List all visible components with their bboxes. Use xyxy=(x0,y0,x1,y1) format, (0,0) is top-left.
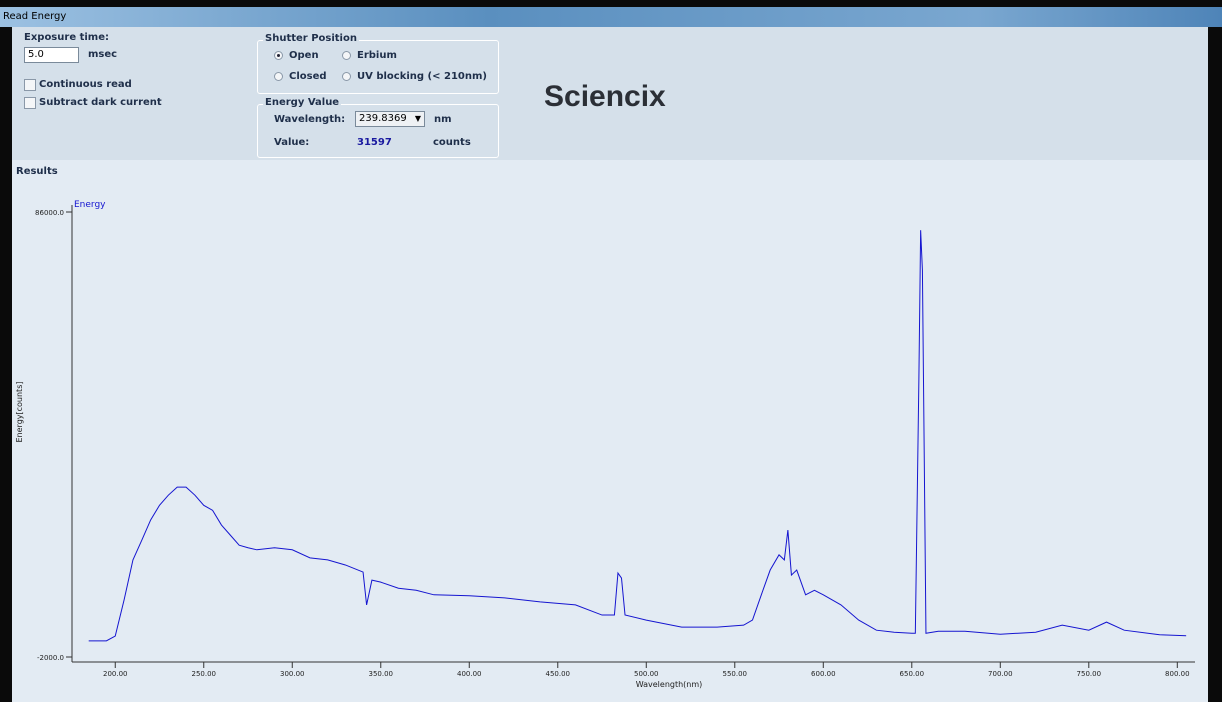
energy-line xyxy=(88,230,1187,642)
results-label: Results xyxy=(16,166,58,177)
radio-label: Closed xyxy=(289,71,327,82)
y-tick-label: -2000.0 xyxy=(37,654,64,662)
settings-panel xyxy=(12,27,1208,160)
exposure-label: Exposure time: xyxy=(24,32,109,43)
radio-label: Erbium xyxy=(357,50,397,61)
value-number: 31597 xyxy=(357,137,392,148)
value-unit: counts xyxy=(433,137,471,148)
radio-button[interactable] xyxy=(274,51,283,60)
radio-button[interactable] xyxy=(342,72,351,81)
checkbox-label: Subtract dark current xyxy=(39,97,162,108)
energy-group xyxy=(257,104,499,158)
dropdown-arrow: ▼ xyxy=(414,114,421,123)
x-axis-label: Wavelength(nm) xyxy=(636,680,703,689)
window-title: Read Energy xyxy=(0,7,1222,27)
x-tick-label: 750.00 xyxy=(1077,670,1102,678)
y-axis-label: Energy[counts] xyxy=(15,382,24,443)
radio-button[interactable] xyxy=(342,51,351,60)
exposure-input[interactable]: 5.0 xyxy=(24,47,79,63)
wavelength-dropdown[interactable]: 239.8369 ▼ xyxy=(355,111,425,127)
radio-label: UV blocking (< 210nm) xyxy=(357,71,487,82)
shutter-group xyxy=(257,40,499,94)
y-tick-label: 86000.0 xyxy=(35,209,64,217)
x-tick-label: 350.00 xyxy=(369,670,394,678)
brand: Sciencix xyxy=(544,80,666,113)
radio-button[interactable] xyxy=(274,72,283,81)
x-tick-label: 450.00 xyxy=(546,670,571,678)
x-tick-label: 300.00 xyxy=(280,670,305,678)
checkbox[interactable] xyxy=(24,79,36,91)
exposure-unit: msec xyxy=(88,49,118,60)
wavelength-value: 239.8369 xyxy=(359,113,407,124)
shutter-title: Shutter Position xyxy=(263,33,359,44)
radio-label: Open xyxy=(289,50,319,61)
x-tick-label: 400.00 xyxy=(457,670,482,678)
wavelength-label: Wavelength: xyxy=(274,114,346,125)
x-tick-label: 250.00 xyxy=(192,670,217,678)
value-label: Value: xyxy=(274,137,310,148)
wavelength-unit: nm xyxy=(434,114,452,125)
x-tick-label: 550.00 xyxy=(723,670,748,678)
x-tick-label: 600.00 xyxy=(811,670,836,678)
x-tick-label: 800.00 xyxy=(1165,670,1190,678)
x-tick-label: 650.00 xyxy=(900,670,925,678)
x-tick-label: 500.00 xyxy=(634,670,659,678)
checkbox-label: Continuous read xyxy=(39,79,132,90)
results-panel xyxy=(12,160,1208,702)
x-tick-label: 700.00 xyxy=(988,670,1013,678)
energy-title: Energy Value xyxy=(263,97,342,108)
checkbox[interactable] xyxy=(24,97,36,109)
x-tick-label: 200.00 xyxy=(103,670,128,678)
legend-entry: Energy xyxy=(74,200,106,210)
